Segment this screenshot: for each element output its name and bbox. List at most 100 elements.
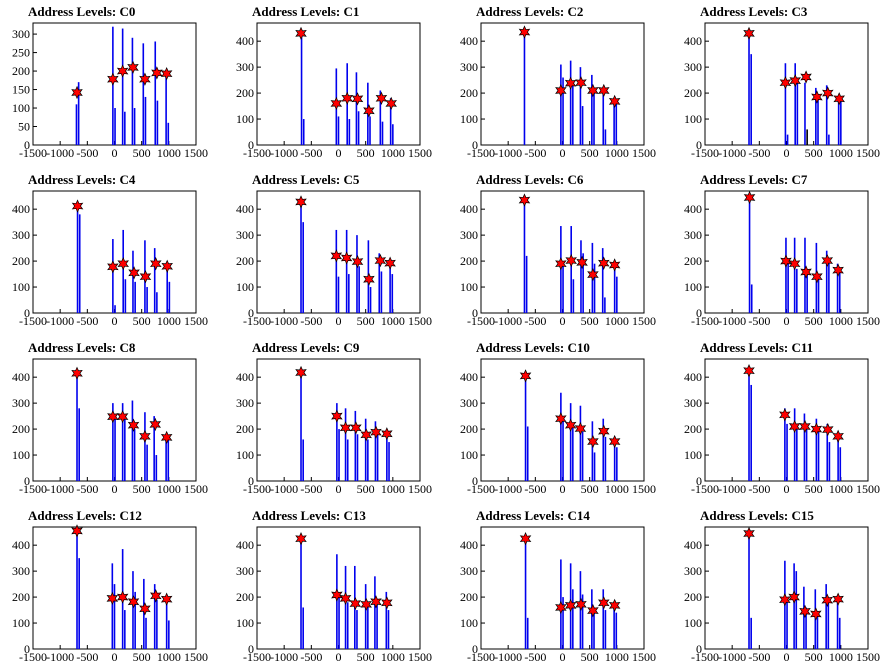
peak-marker: [821, 253, 834, 268]
y-tick-label: 300: [460, 228, 478, 242]
chart-title: Address Levels: C15: [700, 508, 814, 523]
histogram-bar: [591, 421, 594, 481]
y-tick-label: 200: [684, 590, 702, 604]
x-tick-label: 0: [112, 314, 118, 328]
histogram-bar: [345, 229, 348, 313]
y-tick-label: 300: [12, 228, 30, 242]
histogram-bar: [165, 436, 167, 481]
histogram-bar: [748, 30, 750, 146]
y-tick-label: 400: [12, 202, 30, 216]
peak-marker: [598, 424, 610, 438]
histogram-bar: [828, 134, 830, 145]
x-tick-label: 500: [805, 650, 823, 664]
y-tick-label: 100: [460, 112, 478, 126]
histogram-bar: [114, 108, 116, 145]
peak-marker: [385, 96, 397, 111]
histogram-bar: [146, 444, 148, 481]
histogram-bar: [579, 67, 582, 145]
chart-panel: 0 100 200 300 400 -1500 -1000 -500 0 500 1000 1500 A…: [224, 0, 448, 168]
peak-marker: [608, 598, 621, 613]
histogram-bar: [604, 610, 607, 649]
x-tick-label: 1000: [829, 314, 853, 328]
peak-marker: [139, 269, 152, 284]
peak-marker: [360, 428, 372, 442]
histogram-bar: [837, 434, 839, 481]
peak-marker: [822, 422, 834, 437]
histogram-bar: [134, 591, 136, 649]
histogram-bar: [593, 452, 596, 481]
histogram-bar: [165, 598, 168, 649]
x-tick-label: 1000: [381, 146, 405, 160]
x-tick-label: 1500: [856, 650, 880, 664]
histogram-bar: [806, 129, 808, 145]
peak-marker: [106, 591, 119, 606]
y-tick-label: 200: [460, 422, 478, 436]
y-tick-label: 0: [248, 306, 254, 320]
histogram-bar: [748, 196, 751, 313]
x-tick-label: 500: [581, 314, 599, 328]
y-tick-label: 300: [684, 564, 702, 578]
x-tick-label: -1000: [718, 482, 746, 496]
x-tick-label: 500: [357, 314, 375, 328]
y-tick-label: 100: [236, 616, 254, 630]
histogram-bar: [524, 537, 527, 649]
x-tick-label: -500: [524, 146, 546, 160]
histogram-bar: [793, 237, 796, 313]
peak-marker: [518, 25, 531, 39]
y-tick-label: 0: [248, 474, 254, 488]
peak-marker: [71, 199, 84, 213]
y-tick-label: 200: [460, 86, 478, 100]
peak-marker: [822, 86, 834, 100]
histogram-bar: [386, 431, 388, 481]
x-tick-label: 1500: [408, 146, 432, 160]
histogram-bar: [358, 266, 360, 313]
peak-marker: [518, 193, 531, 207]
y-tick-label: 250: [12, 46, 30, 60]
histogram-bar: [78, 558, 80, 649]
x-tick-label: 1500: [632, 314, 656, 328]
y-tick-label: 100: [12, 101, 30, 115]
y-tick-label: 400: [684, 370, 702, 384]
peak-marker: [821, 593, 834, 607]
chart-panel: 0 100 200 300 400 -1500 -1000 -500 0 500 1000 1500 A…: [224, 168, 448, 336]
histogram-bar: [838, 617, 841, 649]
chart-title: Address Levels: C4: [28, 172, 136, 187]
histogram-bar: [133, 108, 136, 145]
histogram-bar: [369, 287, 372, 313]
chart-panel: 0 100 200 300 400 -1500 -1000 -500 0 500 1000 1500 A…: [224, 504, 448, 672]
histogram-bar: [604, 436, 607, 481]
histogram-bar: [144, 412, 146, 481]
histogram-bar: [113, 584, 116, 649]
histogram-bar: [570, 226, 572, 313]
histogram-bar: [793, 563, 795, 649]
peak-marker: [341, 91, 353, 105]
chart-panel: 0 100 200 300 400 -1500 -1000 -500 0 500 1000 1500 A…: [0, 504, 224, 672]
histogram-bar: [122, 229, 124, 313]
histogram-bar: [374, 421, 377, 481]
histogram-bar: [142, 43, 145, 146]
peak-marker: [743, 190, 756, 205]
peak-marker: [833, 92, 845, 106]
histogram-bar: [387, 610, 390, 649]
y-tick-label: 0: [696, 306, 702, 320]
y-tick-label: 200: [684, 86, 702, 100]
histogram-bar: [300, 33, 303, 145]
histogram-bar: [579, 571, 582, 649]
x-tick-label: 1000: [381, 314, 405, 328]
peak-marker: [370, 595, 382, 609]
x-tick-label: 500: [133, 482, 151, 496]
x-tick-label: 1500: [856, 482, 880, 496]
y-tick-label: 0: [248, 138, 254, 152]
peak-marker: [799, 419, 811, 434]
peak-marker: [800, 265, 812, 279]
histogram-bar: [815, 87, 817, 145]
histogram-bar: [591, 74, 593, 145]
x-tick-label: 500: [133, 146, 151, 160]
y-tick-label: 200: [460, 590, 478, 604]
y-tick-label: 400: [460, 34, 478, 48]
chart-panel: 0 100 200 300 400 -1500 -1000 -500 0 500 1000 1500 A…: [672, 0, 896, 168]
histogram-bar: [344, 408, 347, 481]
histogram-bar: [839, 447, 842, 481]
peak-marker: [295, 26, 307, 41]
